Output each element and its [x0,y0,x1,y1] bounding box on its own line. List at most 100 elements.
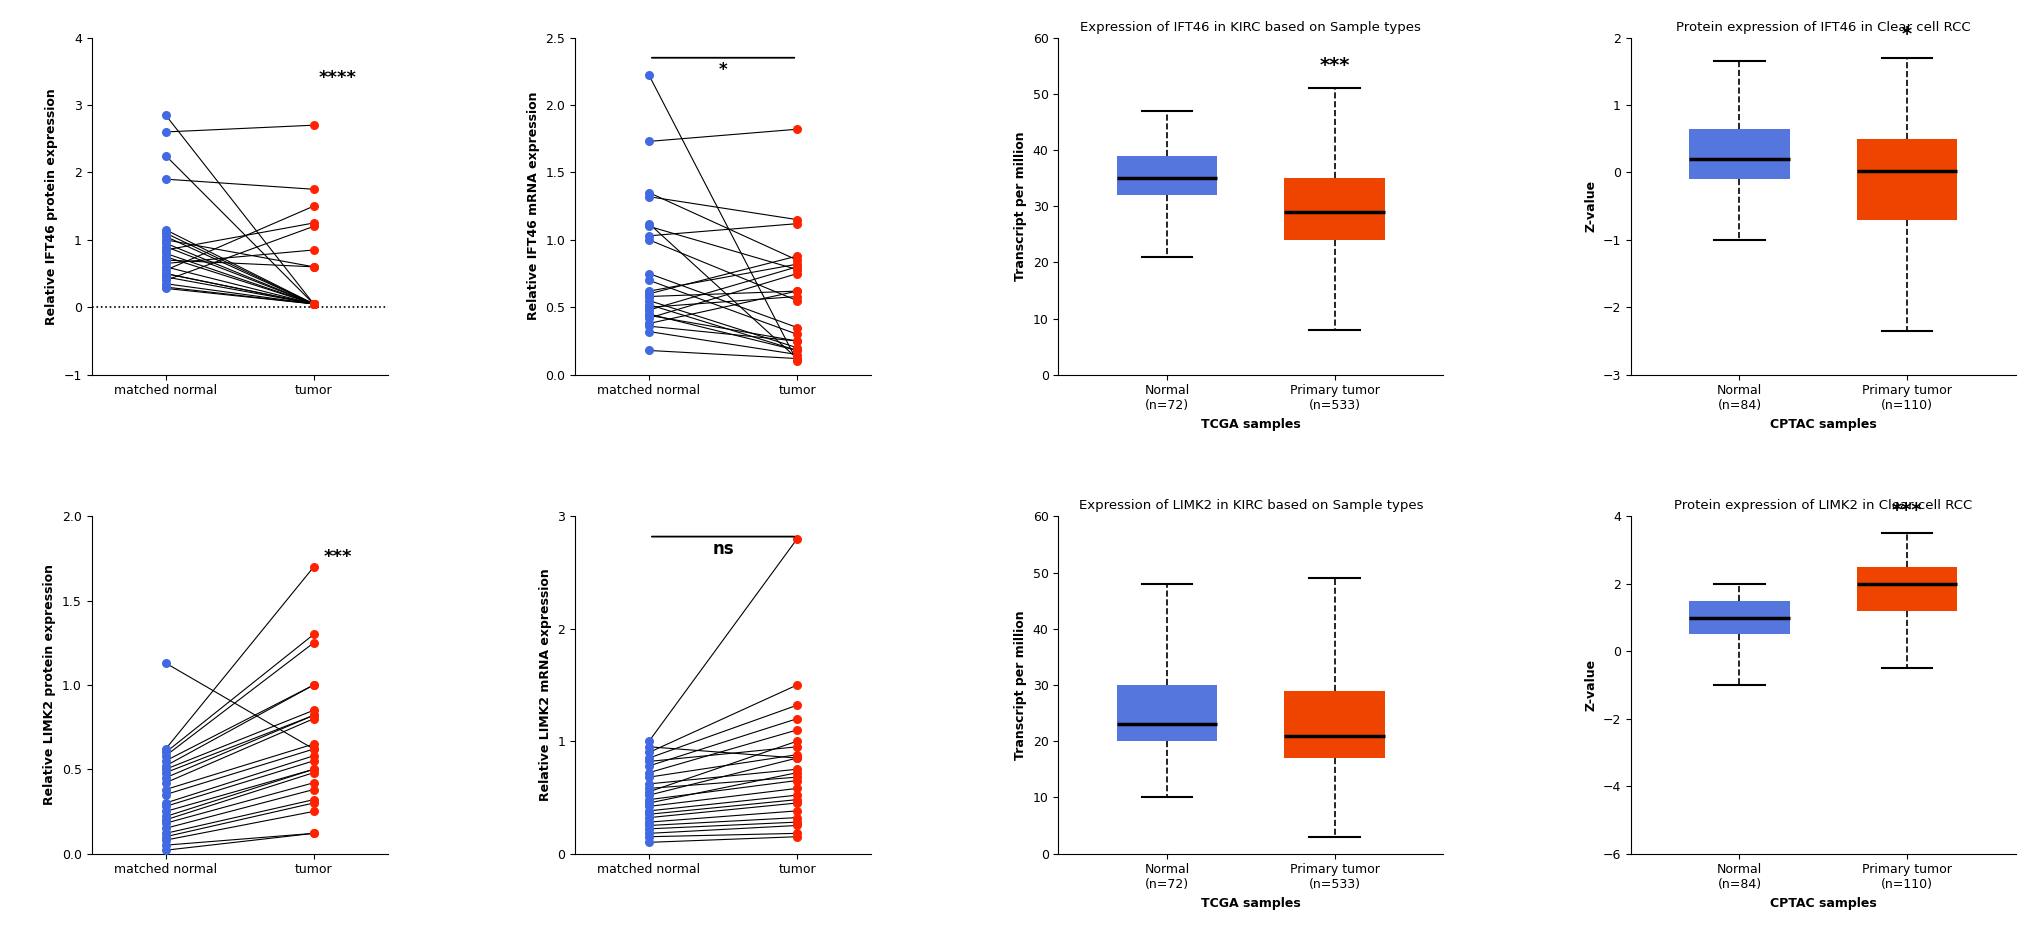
Point [782,340,814,356]
Text: *: * [719,61,727,79]
Point [297,559,330,574]
Point [633,818,666,833]
Text: ***: *** [324,548,352,566]
Point [633,343,666,358]
Text: ***: *** [1891,501,1922,520]
Point [297,296,330,311]
Point [782,259,814,274]
Point [633,777,666,792]
Point [297,296,330,311]
Point [297,765,330,780]
Point [297,296,330,311]
Point [782,320,814,335]
Point [633,792,666,807]
PathPatch shape [1285,690,1384,758]
Point [297,749,330,764]
Point [297,677,330,692]
Point [633,308,666,323]
Point [782,283,814,298]
Point [149,742,181,757]
Point [149,787,181,802]
Point [782,734,814,749]
Point [633,745,666,760]
Point [782,262,814,277]
Point [633,734,666,749]
Point [633,185,666,200]
Point [149,222,181,237]
Point [633,228,666,243]
Point [782,792,814,807]
Point [782,825,814,840]
Point [149,280,181,295]
Point [297,199,330,214]
Point [782,698,814,713]
Point [297,296,330,311]
Point [149,125,181,140]
Point [297,296,330,311]
Point [297,708,330,723]
Point [782,814,814,829]
Point [782,750,814,765]
Point [633,283,666,298]
Point [149,266,181,281]
Point [297,296,330,311]
Point [633,765,666,780]
Point [633,814,666,829]
Point [149,833,181,848]
Point [149,825,181,840]
Point [633,810,666,825]
Point [297,296,330,311]
Point [782,293,814,308]
Point [633,293,666,308]
PathPatch shape [1285,178,1384,240]
Point [633,788,666,803]
Point [782,770,814,785]
Point [782,818,814,833]
Point [149,799,181,814]
Point [633,289,666,304]
Point [633,803,666,818]
Point [149,273,181,288]
Point [297,296,330,311]
Point [149,280,181,295]
Point [149,656,181,671]
Point [633,784,666,799]
Point [297,711,330,726]
X-axis label: CPTAC samples: CPTAC samples [1769,897,1877,910]
Point [297,296,330,311]
Point [297,804,330,819]
Y-axis label: Relative IFT46 mRNA expression: Relative IFT46 mRNA expression [527,92,540,321]
Point [633,68,666,83]
Point [297,708,330,723]
Point [297,296,330,311]
PathPatch shape [1857,139,1957,219]
Point [633,219,666,234]
Point [149,229,181,244]
Point [149,776,181,791]
Point [149,842,181,857]
Point [782,788,814,803]
Point [297,216,330,231]
Point [149,242,181,257]
Point [149,765,181,780]
Point [297,782,330,797]
Point [782,810,814,825]
Point [297,296,330,311]
Point [297,219,330,234]
Point [782,351,814,366]
Point [633,310,666,325]
Point [297,296,330,311]
Y-axis label: Transcript per million: Transcript per million [1014,131,1028,281]
Point [782,334,814,349]
Point [297,736,330,751]
Point [633,835,666,850]
Point [149,809,181,824]
Point [633,319,666,334]
Text: ***: *** [1319,55,1350,75]
Point [297,742,330,757]
Point [149,256,181,271]
Point [149,108,181,123]
PathPatch shape [1857,567,1957,611]
Point [149,259,181,274]
Point [297,117,330,132]
